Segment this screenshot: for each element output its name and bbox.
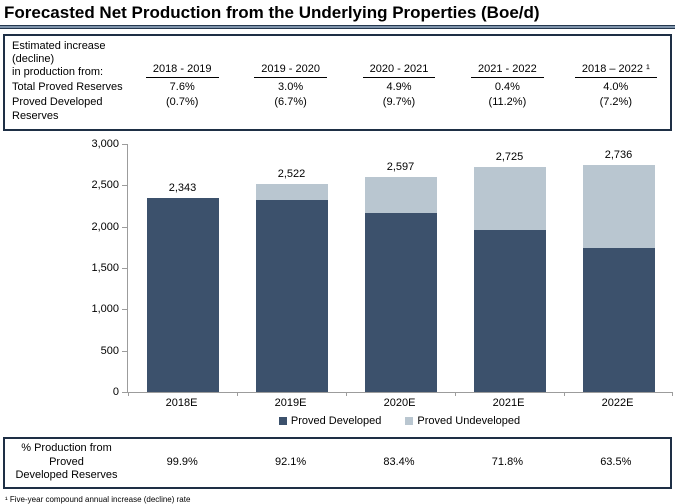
y-tick-mark — [122, 226, 128, 228]
y-tick-label: 1,500 — [91, 262, 119, 274]
bar-column-2019e: 2,522 — [237, 144, 346, 392]
footnote: ¹ Five-year compound annual increase (de… — [5, 494, 191, 504]
table-cell: (9.7%) — [382, 96, 416, 108]
x-tick-mark — [128, 392, 129, 396]
table-cell: 4.9% — [386, 81, 412, 93]
bar-2019e — [255, 184, 328, 392]
bar-2022e — [582, 165, 655, 392]
bar-2020e — [364, 177, 437, 392]
table-cell: (6.7%) — [274, 96, 307, 108]
y-tick-label: 500 — [100, 344, 119, 357]
y-tick-mark — [122, 185, 128, 187]
segment-proved-developed — [255, 200, 328, 392]
segment-proved-undeveloped — [255, 184, 328, 200]
column-header-2021-2022: 2021 - 2022 — [453, 63, 561, 79]
pct-cell-2018: 99.9% — [166, 456, 198, 469]
x-axis-label-2020e: 2020E — [383, 397, 416, 409]
x-tick-mark — [455, 392, 456, 396]
title-underline — [0, 25, 675, 29]
pct-developed-table: % Production from Proved Developed Reser… — [3, 437, 672, 489]
pct-cell-2021: 71.8% — [491, 456, 523, 469]
pct-cell-2020: 83.4% — [383, 456, 415, 469]
bar-column-2022e: 2,736 — [564, 144, 673, 392]
pct-table-label-line2: Developed Reserves — [15, 469, 118, 481]
x-tick-mark — [346, 392, 347, 396]
y-tick-label: 1,000 — [91, 303, 119, 316]
bar-total-label: 2,736 — [604, 149, 633, 161]
x-axis-label-2019e: 2019E — [274, 397, 307, 409]
column-header-2018-2022: 2018 – 2022 ¹ — [562, 63, 670, 79]
legend-swatch — [278, 417, 287, 425]
legend-swatch — [405, 417, 414, 425]
plot-area: 0 500 1,000 1,500 2,000 2,500 3,000 2,343 2,522 2… — [91, 138, 673, 398]
pct-cell-2019: 92.1% — [274, 456, 307, 469]
table-caption-line2: in production from: — [12, 66, 104, 78]
column-header-2020-2021: 2020 - 2021 — [345, 63, 453, 79]
table-cell: (0.7%) — [165, 96, 199, 108]
table-caption: Estimated increase (decline) in producti… — [5, 40, 128, 79]
pct-table-label-line1: % Production from Proved — [21, 442, 112, 468]
column-header-text: 2018 - 2019 — [145, 63, 219, 78]
bar-2018e — [146, 198, 219, 392]
y-tick-label: 0 — [112, 386, 119, 398]
production-bar-chart: 0 500 1,000 1,500 2,000 2,500 3,000 2,343 2,522 2… — [0, 131, 675, 435]
table-caption-line1: Estimated increase (decline) — [12, 40, 106, 65]
legend-item-proved-developed: Proved Developed — [278, 415, 382, 427]
x-axis-label-2021e: 2021E — [492, 397, 525, 409]
segment-proved-undeveloped — [582, 165, 655, 248]
y-tick-label: 2,500 — [91, 179, 119, 192]
bar-total-label: 2,522 — [277, 168, 306, 180]
column-header-text: 2018 – 2022 ¹ — [574, 63, 657, 78]
legend-label: Proved Developed — [290, 415, 382, 427]
row-label-total-proved: Total Proved Reserves — [12, 81, 123, 93]
bar-column-2020e: 2,597 — [346, 144, 455, 392]
pct-cell-2022: 63.5% — [600, 456, 632, 469]
x-tick-mark — [237, 392, 238, 396]
chart-legend: Proved Developed Proved Undeveloped — [127, 415, 672, 427]
segment-proved-undeveloped — [473, 167, 546, 230]
table-cell: (11.2%) — [488, 96, 527, 108]
bar-total-label: 2,343 — [168, 182, 197, 194]
table-cell: 0.4% — [494, 81, 520, 93]
bar-2021e — [473, 167, 546, 392]
x-tick-mark — [564, 392, 565, 396]
table-cell: (7.2%) — [599, 96, 632, 108]
x-axis-label-2022e: 2022E — [601, 397, 634, 409]
segment-proved-developed — [582, 248, 655, 392]
estimated-increase-table: Estimated increase (decline) in producti… — [3, 34, 672, 131]
column-header-text: 2019 - 2020 — [254, 63, 327, 78]
y-tick-mark — [122, 144, 128, 145]
y-tick-label: 3,000 — [91, 138, 119, 150]
bar-total-label: 2,597 — [386, 161, 415, 173]
legend-item-proved-undeveloped: Proved Undeveloped — [405, 415, 520, 427]
table-cell: 3.0% — [278, 81, 304, 93]
y-tick-mark — [122, 309, 128, 311]
row-label-proved-developed: Proved Developed Reserves — [12, 96, 103, 122]
bar-column-2021e: 2,725 — [455, 144, 564, 392]
segment-proved-developed — [473, 230, 546, 392]
pct-table-label: % Production from Proved Developed Reser… — [5, 442, 128, 483]
bar-total-label: 2,725 — [495, 151, 524, 163]
column-header-text: 2020 - 2021 — [362, 63, 436, 78]
y-tick-mark — [122, 392, 128, 393]
x-axis-label-2018e: 2018E — [165, 397, 198, 409]
table-cell: 4.0% — [603, 81, 629, 93]
legend-label: Proved Undeveloped — [417, 415, 521, 427]
table-cell: 7.6% — [169, 81, 195, 93]
column-header-text: 2021 - 2022 — [471, 63, 544, 78]
segment-proved-developed — [364, 213, 437, 392]
column-header-2018-2019: 2018 - 2019 — [128, 63, 236, 79]
y-tick-mark — [122, 350, 128, 352]
segment-proved-undeveloped — [364, 177, 437, 213]
x-tick-mark — [672, 392, 673, 396]
segment-proved-developed — [146, 198, 219, 392]
page-title: Forecasted Net Production from the Under… — [4, 3, 540, 22]
column-header-2019-2020: 2019 - 2020 — [236, 63, 344, 79]
bar-column-2018e: 2,343 — [128, 144, 237, 392]
y-tick-mark — [122, 268, 128, 269]
x-axis-labels: 2018E 2019E 2020E 2021E 2022E — [127, 397, 672, 409]
y-tick-label: 2,000 — [91, 220, 119, 233]
